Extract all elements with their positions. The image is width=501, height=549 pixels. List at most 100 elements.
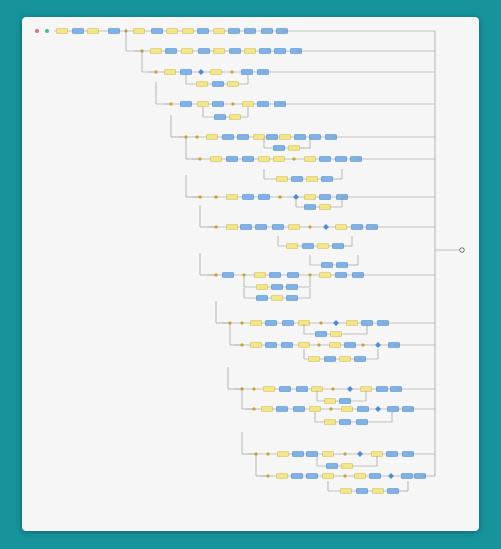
service-box[interactable] [387, 488, 399, 494]
service-box[interactable] [282, 320, 294, 326]
service-box[interactable] [212, 81, 224, 87]
service-box[interactable] [240, 224, 252, 230]
activity-box[interactable] [288, 145, 300, 151]
service-box[interactable] [319, 194, 331, 200]
service-box[interactable] [261, 28, 273, 34]
service-box[interactable] [214, 114, 226, 120]
service-box[interactable] [291, 473, 303, 479]
activity-box[interactable] [197, 101, 209, 107]
service-box[interactable] [273, 145, 285, 151]
activity-box[interactable] [244, 48, 256, 54]
activity-box[interactable] [258, 156, 270, 162]
activity-box[interactable] [256, 284, 268, 290]
service-box[interactable] [228, 28, 240, 34]
service-box[interactable] [335, 156, 347, 162]
service-box[interactable] [279, 386, 291, 392]
decision-diamond[interactable] [333, 320, 339, 326]
activity-box[interactable] [277, 451, 289, 457]
service-box[interactable] [229, 48, 241, 54]
service-box[interactable] [344, 342, 356, 348]
activity-box[interactable] [227, 81, 239, 87]
service-box[interactable] [271, 284, 283, 290]
service-box[interactable] [237, 134, 249, 140]
activity-box[interactable] [263, 386, 275, 392]
decision-diamond[interactable] [198, 69, 204, 75]
activity-box[interactable] [306, 176, 318, 182]
activity-box[interactable] [164, 69, 176, 75]
activity-box[interactable] [341, 463, 353, 469]
start-node-icon[interactable] [45, 29, 49, 33]
activity-box[interactable] [133, 28, 145, 34]
service-box[interactable] [336, 262, 348, 268]
service-box[interactable] [356, 488, 368, 494]
activity-box[interactable] [250, 320, 262, 326]
service-box[interactable] [356, 419, 368, 425]
activity-box[interactable] [210, 69, 222, 75]
service-box[interactable] [269, 272, 281, 278]
service-box[interactable] [286, 295, 298, 301]
service-box[interactable] [266, 134, 278, 140]
service-box[interactable] [108, 28, 120, 34]
activity-box[interactable] [288, 224, 300, 230]
activity-box[interactable] [319, 272, 331, 278]
activity-box[interactable] [254, 272, 266, 278]
activity-box[interactable] [341, 406, 353, 412]
decision-diamond[interactable] [357, 451, 363, 457]
activity-box[interactable] [276, 176, 288, 182]
activity-box[interactable] [340, 488, 352, 494]
decision-diamond[interactable] [375, 342, 381, 348]
activity-box[interactable] [253, 134, 265, 140]
service-box[interactable] [321, 262, 333, 268]
service-box[interactable] [222, 134, 234, 140]
service-box[interactable] [242, 156, 254, 162]
activity-box[interactable] [87, 28, 99, 34]
activity-box[interactable] [309, 406, 321, 412]
activity-box[interactable] [322, 451, 334, 457]
service-box[interactable] [198, 48, 210, 54]
activity-box[interactable] [213, 48, 225, 54]
service-box[interactable] [257, 101, 269, 107]
activity-box[interactable] [196, 81, 208, 87]
service-box[interactable] [315, 331, 327, 337]
service-box[interactable] [376, 386, 388, 392]
service-box[interactable] [324, 356, 336, 362]
service-box[interactable] [242, 194, 254, 200]
service-box[interactable] [180, 101, 192, 107]
activity-box[interactable] [298, 342, 310, 348]
activity-box[interactable] [261, 406, 273, 412]
service-box[interactable] [321, 176, 333, 182]
activity-box[interactable] [206, 134, 218, 140]
service-box[interactable] [294, 134, 306, 140]
service-box[interactable] [241, 69, 253, 75]
activity-box[interactable] [56, 28, 68, 34]
activity-box[interactable] [324, 398, 336, 404]
activity-box[interactable] [226, 224, 238, 230]
service-box[interactable] [296, 386, 308, 392]
service-box[interactable] [386, 451, 398, 457]
activity-box[interactable] [324, 419, 336, 425]
decision-diamond[interactable] [323, 224, 329, 230]
decision-diamond[interactable] [375, 406, 381, 412]
service-box[interactable] [274, 48, 286, 54]
service-box[interactable] [72, 28, 84, 34]
service-box[interactable] [256, 295, 268, 301]
activity-box[interactable] [330, 331, 342, 337]
activity-box[interactable] [213, 28, 225, 34]
activity-box[interactable] [273, 156, 285, 162]
activity-box[interactable] [150, 48, 162, 54]
service-box[interactable] [259, 48, 271, 54]
service-box[interactable] [335, 272, 347, 278]
service-box[interactable] [326, 463, 338, 469]
service-box[interactable] [351, 224, 363, 230]
activity-box[interactable] [372, 488, 384, 494]
service-box[interactable] [265, 342, 277, 348]
service-box[interactable] [319, 156, 331, 162]
service-box[interactable] [339, 419, 351, 425]
activity-box[interactable] [250, 342, 262, 348]
service-box[interactable] [293, 406, 305, 412]
activity-box[interactable] [346, 320, 358, 326]
activity-box[interactable] [317, 243, 329, 249]
service-box[interactable] [286, 284, 298, 290]
service-box[interactable] [306, 473, 318, 479]
service-box[interactable] [357, 406, 369, 412]
